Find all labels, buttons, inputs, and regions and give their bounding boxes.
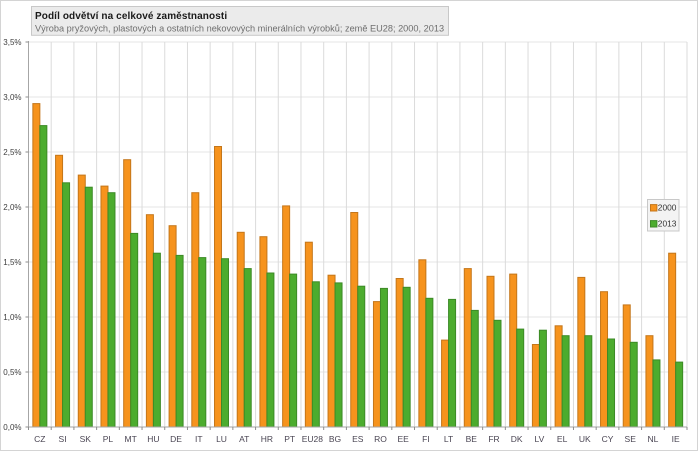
svg-text:CY: CY	[602, 434, 614, 444]
svg-text:SE: SE	[625, 434, 637, 444]
svg-text:FI: FI	[422, 434, 430, 444]
svg-text:Podíl odvětví na celkové zaměs: Podíl odvětví na celkové zaměstnanosti	[35, 11, 227, 22]
svg-text:AT: AT	[239, 434, 249, 444]
svg-text:BE: BE	[466, 434, 478, 444]
svg-text:LU: LU	[216, 434, 227, 444]
svg-text:Výroba pryžových, plastových a: Výroba pryžových, plastových a ostatních…	[35, 23, 444, 33]
svg-text:SK: SK	[80, 434, 92, 444]
svg-text:PL: PL	[103, 434, 114, 444]
svg-text:CZ: CZ	[34, 434, 45, 444]
svg-text:FR: FR	[488, 434, 499, 444]
svg-text:EL: EL	[557, 434, 568, 444]
svg-text:BG: BG	[329, 434, 341, 444]
svg-text:2,0%: 2,0%	[3, 203, 21, 212]
svg-text:IE: IE	[672, 434, 680, 444]
svg-text:2013: 2013	[658, 219, 677, 229]
svg-text:NL: NL	[648, 434, 659, 444]
svg-text:RO: RO	[374, 434, 387, 444]
svg-text:1,5%: 1,5%	[3, 258, 21, 267]
svg-text:UK: UK	[579, 434, 591, 444]
svg-text:3,5%: 3,5%	[3, 38, 21, 47]
svg-text:0,5%: 0,5%	[3, 368, 21, 377]
svg-text:LT: LT	[444, 434, 453, 444]
svg-text:1,0%: 1,0%	[3, 313, 21, 322]
svg-text:0,0%: 0,0%	[3, 423, 21, 432]
svg-text:DE: DE	[170, 434, 182, 444]
svg-text:EE: EE	[397, 434, 409, 444]
svg-text:2,5%: 2,5%	[3, 148, 21, 157]
svg-text:SI: SI	[59, 434, 67, 444]
svg-text:3,0%: 3,0%	[3, 93, 21, 102]
svg-text:2000: 2000	[658, 203, 677, 213]
svg-text:IT: IT	[195, 434, 203, 444]
svg-text:DK: DK	[511, 434, 523, 444]
svg-text:EU28: EU28	[302, 434, 324, 444]
svg-text:LV: LV	[535, 434, 545, 444]
svg-text:PT: PT	[284, 434, 295, 444]
svg-text:HU: HU	[147, 434, 159, 444]
svg-text:HR: HR	[261, 434, 273, 444]
svg-text:MT: MT	[125, 434, 137, 444]
svg-text:ES: ES	[352, 434, 364, 444]
